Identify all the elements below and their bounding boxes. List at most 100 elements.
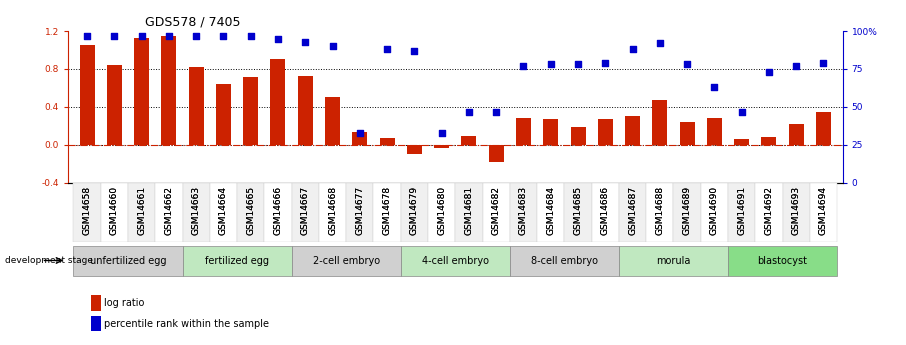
Bar [537, 183, 564, 242]
Text: GSM14667: GSM14667 [301, 186, 310, 235]
Bar [155, 183, 182, 242]
Text: GSM14658: GSM14658 [82, 186, 92, 235]
Text: GSM14668: GSM14668 [328, 186, 337, 235]
Point [298, 39, 313, 45]
Point [489, 109, 504, 114]
Bar [161, 36, 177, 145]
Text: GSM14680: GSM14680 [437, 186, 446, 235]
Bar [128, 183, 155, 242]
Bar [428, 183, 455, 242]
Point [107, 33, 121, 38]
Bar [652, 100, 668, 145]
Point [762, 69, 776, 75]
Text: fertilized egg: fertilized egg [205, 256, 269, 266]
Text: GSM14687: GSM14687 [628, 186, 637, 235]
Text: GSM14681: GSM14681 [465, 186, 474, 235]
FancyBboxPatch shape [182, 246, 292, 276]
Text: GSM14678: GSM14678 [382, 186, 391, 235]
Point [380, 47, 394, 52]
Bar [619, 183, 646, 242]
Bar [210, 183, 237, 242]
Text: GSM14694: GSM14694 [819, 186, 828, 235]
Bar [734, 139, 749, 145]
Text: log ratio: log ratio [104, 298, 145, 308]
Text: GSM14689: GSM14689 [682, 186, 691, 235]
Text: GSM14666: GSM14666 [274, 186, 283, 235]
Text: GSM14692: GSM14692 [765, 186, 774, 235]
Text: GSM14660: GSM14660 [110, 186, 119, 235]
Text: GSM14689: GSM14689 [682, 186, 691, 235]
Text: GSM14691: GSM14691 [737, 186, 747, 235]
Bar [107, 65, 121, 145]
Bar [598, 119, 612, 145]
Bar [407, 145, 422, 155]
Text: GSM14662: GSM14662 [164, 186, 173, 235]
Text: GSM14682: GSM14682 [492, 186, 501, 235]
Point [434, 130, 448, 136]
Text: GSM14665: GSM14665 [246, 186, 255, 235]
Bar [292, 183, 319, 242]
Text: 4-cell embryo: 4-cell embryo [422, 256, 488, 266]
Bar [707, 118, 722, 145]
Point [789, 63, 804, 69]
Bar [461, 136, 477, 145]
Bar [680, 122, 695, 145]
Bar [646, 183, 673, 242]
Text: GSM14686: GSM14686 [601, 186, 610, 235]
Point [680, 62, 694, 67]
Bar [298, 76, 313, 145]
FancyBboxPatch shape [400, 246, 510, 276]
Text: GSM14690: GSM14690 [710, 186, 718, 235]
Bar [73, 183, 101, 242]
Point [816, 60, 831, 66]
Text: GSM14684: GSM14684 [546, 186, 555, 235]
Text: GSM14687: GSM14687 [628, 186, 637, 235]
Point [652, 40, 667, 46]
Bar [188, 67, 204, 145]
Point [80, 33, 94, 38]
Text: GSM14665: GSM14665 [246, 186, 255, 235]
Text: GSM14662: GSM14662 [164, 186, 173, 235]
Text: GSM14664: GSM14664 [219, 186, 228, 235]
Text: GSM14683: GSM14683 [519, 186, 528, 235]
Point [325, 43, 340, 49]
Text: unfertilized egg: unfertilized egg [90, 256, 166, 266]
Bar [182, 183, 210, 242]
Bar [488, 145, 504, 162]
Text: GSM14677: GSM14677 [355, 186, 364, 235]
Point [407, 48, 421, 53]
Bar [673, 183, 700, 242]
Text: 2-cell embryo: 2-cell embryo [313, 256, 380, 266]
Bar [243, 77, 258, 145]
Bar [592, 183, 619, 242]
Bar [483, 183, 510, 242]
Point [544, 62, 558, 67]
Bar [400, 183, 428, 242]
Point [352, 130, 367, 136]
Bar [237, 183, 265, 242]
Bar [510, 183, 537, 242]
Point [271, 36, 285, 41]
Point [462, 109, 477, 114]
Text: GSM14693: GSM14693 [792, 186, 801, 235]
Text: GSM14661: GSM14661 [137, 186, 146, 235]
Text: GSM14690: GSM14690 [710, 186, 718, 235]
Point [708, 85, 722, 90]
Bar [516, 118, 531, 145]
Text: GSM14660: GSM14660 [110, 186, 119, 235]
Point [735, 109, 749, 114]
Bar [373, 183, 400, 242]
Point [244, 33, 258, 38]
Text: GSM14664: GSM14664 [219, 186, 228, 235]
Point [516, 63, 531, 69]
Bar [101, 183, 128, 242]
Bar [816, 112, 831, 145]
Point [598, 60, 612, 66]
Bar [544, 119, 558, 145]
Text: GSM14688: GSM14688 [655, 186, 664, 235]
Text: GSM14666: GSM14666 [274, 186, 283, 235]
FancyBboxPatch shape [619, 246, 728, 276]
FancyBboxPatch shape [728, 246, 837, 276]
Point [134, 33, 149, 38]
Text: percentile rank within the sample: percentile rank within the sample [104, 319, 269, 329]
